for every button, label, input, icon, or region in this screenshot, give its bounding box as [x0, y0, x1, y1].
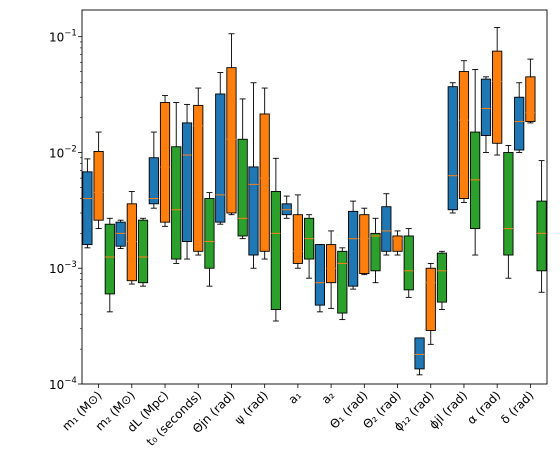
box-body [270, 191, 281, 310]
box-5-1 [259, 87, 270, 260]
box-11-1 [458, 60, 470, 203]
box-3-2 [204, 192, 215, 287]
box-1-0 [115, 219, 126, 249]
box-3-0 [181, 103, 193, 260]
box-10-1 [425, 262, 436, 345]
box-7-0 [314, 244, 326, 313]
x-tick-label: ψ (rad) [232, 388, 271, 427]
box-9-0 [381, 193, 392, 256]
box-body [226, 67, 237, 214]
box-body [525, 76, 536, 122]
box-body [292, 214, 303, 264]
box-body [359, 214, 370, 274]
box-5-0 [248, 82, 259, 269]
y-tick-label: 10−3 [49, 260, 77, 276]
x-tick-label: a₁ [286, 388, 305, 407]
box-body [93, 151, 104, 221]
box-12-2 [503, 144, 514, 279]
box-body [193, 104, 204, 252]
box-body [425, 267, 436, 331]
box-body [326, 244, 337, 284]
box-body [115, 221, 126, 247]
x-axis: m₁ (M⊙)m₂ (M⊙)dL (Mpc)t₀ (seconds)Θjn (r… [59, 384, 537, 449]
box-7-2 [337, 247, 348, 321]
box-body [503, 152, 514, 256]
x-tick-label: α (rad) [464, 388, 503, 427]
box-body [536, 200, 547, 272]
y-tick-label: 10−1 [49, 29, 77, 45]
box-body [480, 78, 492, 136]
box-body [414, 337, 425, 370]
box-body [458, 71, 470, 199]
box-body [148, 157, 159, 205]
box-body [204, 198, 215, 269]
box-2-1 [159, 95, 171, 227]
boxes-group [82, 27, 547, 376]
box-0-1 [93, 131, 104, 230]
box-4-1 [226, 33, 237, 216]
box-body [314, 244, 326, 306]
box-13-2 [536, 160, 547, 293]
box-12-1 [492, 27, 503, 156]
box-8-0 [348, 200, 359, 290]
box-body [348, 210, 359, 287]
box-6-1 [292, 194, 303, 269]
box-6-0 [281, 195, 292, 219]
box-body [447, 86, 458, 211]
box-4-2 [237, 98, 248, 240]
box-8-2 [370, 217, 381, 284]
box-1-1 [126, 191, 137, 285]
box-7-1 [326, 230, 337, 309]
box-10-2 [436, 250, 448, 310]
box-body [259, 113, 270, 252]
box-13-0 [514, 82, 525, 153]
box-11-0 [447, 82, 458, 214]
box-body [381, 206, 392, 252]
box-body [237, 138, 248, 237]
box-body [159, 102, 171, 223]
plot-frame [81, 9, 548, 385]
box-body [370, 232, 381, 272]
box-12-0 [480, 76, 492, 153]
box-body [392, 235, 403, 252]
box-body [215, 93, 226, 223]
box-2-2 [171, 102, 182, 264]
box-body [181, 122, 193, 242]
box-body [104, 223, 115, 295]
box-8-1 [359, 207, 370, 276]
box-body [82, 171, 93, 246]
box-body [248, 166, 259, 256]
box-10-0 [414, 337, 425, 376]
box-body [137, 219, 149, 284]
y-axis: 10−4 10−3 10−2 10−1 [49, 29, 82, 392]
box-3-1 [193, 87, 204, 256]
box-6-2 [303, 214, 315, 279]
box-0-2 [104, 217, 115, 313]
box-1-2 [137, 217, 149, 287]
box-9-1 [392, 230, 403, 256]
box-body [492, 50, 503, 144]
box-body [171, 146, 182, 260]
y-tick-label: 10−4 [49, 376, 77, 392]
box-5-2 [270, 157, 281, 322]
box-11-2 [470, 69, 481, 256]
box-2-0 [148, 131, 159, 209]
x-tick-label: a₂ [319, 388, 338, 407]
box-0-0 [82, 158, 93, 249]
box-13-1 [525, 58, 536, 124]
box-body [403, 235, 414, 291]
box-9-2 [403, 228, 414, 298]
box-4-0 [215, 72, 226, 225]
box-body [126, 203, 137, 282]
x-tick-label: δ (rad) [498, 388, 536, 426]
y-tick-label: 10−2 [49, 144, 77, 160]
box-body [514, 96, 525, 151]
box-body [337, 250, 348, 314]
box-body [436, 252, 448, 303]
